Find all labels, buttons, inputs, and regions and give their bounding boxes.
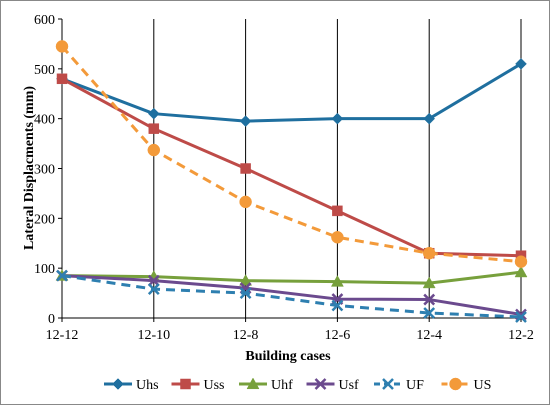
legend-marker-uf-stroke bbox=[382, 378, 394, 390]
legend: Uhs Uss Uhf Usf UF US bbox=[104, 377, 492, 393]
legend-item-uf: UF bbox=[374, 378, 424, 393]
data-point-uhs bbox=[515, 57, 527, 70]
y-tick-label: 100 bbox=[34, 262, 55, 277]
data-point-usf bbox=[423, 293, 436, 306]
data-point-uf bbox=[56, 269, 68, 282]
axes-layer bbox=[58, 18, 522, 322]
legend-label-uf: UF bbox=[406, 378, 424, 393]
data-point-uf-stroke bbox=[239, 287, 252, 299]
data-point-uhf bbox=[422, 276, 436, 289]
x-tick-label: 12-4 bbox=[416, 328, 442, 343]
series-uf bbox=[56, 269, 527, 323]
series-usf bbox=[56, 269, 527, 321]
data-point-uf-stroke bbox=[147, 283, 160, 295]
legend-item-usf: Usf bbox=[306, 378, 360, 393]
y-tick-label: 300 bbox=[34, 163, 55, 178]
y-axis-title: Lateral Displacments (mm) bbox=[22, 86, 37, 250]
series-line-uf bbox=[61, 274, 522, 319]
legend-item-uhf: Uhf bbox=[239, 377, 293, 393]
legend-marker-usf bbox=[314, 378, 327, 390]
data-point-us bbox=[422, 246, 436, 260]
series-layer bbox=[55, 40, 528, 323]
data-point-uss bbox=[240, 163, 251, 174]
data-point-uhf bbox=[239, 274, 253, 286]
data-point-uf bbox=[331, 299, 344, 312]
data-point-uhf bbox=[330, 275, 344, 287]
x-tick-label: 12-6 bbox=[325, 328, 351, 343]
y-tick-label: 400 bbox=[34, 113, 55, 128]
legend-label-us: US bbox=[474, 378, 492, 393]
y-tick-label: 0 bbox=[48, 312, 55, 327]
data-point-usf-stroke bbox=[423, 293, 436, 306]
series-line-us bbox=[60, 45, 522, 264]
y-tick-label: 200 bbox=[34, 212, 55, 227]
x-tick-label: 12-10 bbox=[137, 328, 170, 343]
data-point-uf-stroke bbox=[331, 299, 344, 312]
legend-marker-uf bbox=[382, 378, 394, 390]
data-point-uf bbox=[147, 283, 160, 295]
data-point-uf bbox=[239, 287, 252, 299]
data-point-uss bbox=[148, 123, 160, 134]
data-point-uhs bbox=[147, 107, 160, 120]
legend-marker-uhs bbox=[112, 378, 124, 390]
data-point-uf-stroke bbox=[515, 311, 527, 323]
data-point-uf-stroke bbox=[56, 269, 68, 282]
data-point-uhs bbox=[423, 112, 436, 125]
legend-item-uss: Uss bbox=[171, 378, 225, 393]
legend-marker-us bbox=[449, 377, 462, 391]
legend-label-uhs: Uhs bbox=[136, 378, 159, 393]
x-tick-label: 12-2 bbox=[508, 328, 534, 343]
x-tick-label: 12-8 bbox=[233, 328, 259, 343]
data-point-us bbox=[239, 195, 252, 209]
y-tick-label: 500 bbox=[34, 63, 55, 78]
legend-label-uss: Uss bbox=[204, 378, 225, 393]
data-point-uf bbox=[423, 307, 436, 319]
data-point-usf bbox=[147, 274, 160, 287]
data-point-uf-stroke bbox=[423, 307, 436, 319]
data-point-us bbox=[331, 231, 344, 244]
legend-marker-uhf bbox=[246, 377, 260, 390]
data-point-uf bbox=[515, 311, 527, 323]
data-point-us bbox=[147, 143, 161, 157]
data-point-us bbox=[55, 40, 69, 53]
series-us bbox=[55, 40, 528, 268]
series-line-uhs bbox=[61, 62, 522, 123]
series-line-uhf bbox=[61, 270, 522, 285]
legend-item-uhs: Uhs bbox=[104, 378, 159, 393]
data-point-usf-stroke bbox=[147, 274, 160, 287]
data-point-uhs bbox=[239, 115, 252, 128]
x-tick-label: 12-12 bbox=[46, 328, 79, 343]
x-axis-title: Building cases bbox=[245, 349, 331, 364]
legend-label-usf: Usf bbox=[339, 378, 360, 393]
data-point-us bbox=[514, 255, 528, 268]
legend-item-us: US bbox=[441, 377, 492, 393]
data-point-uss bbox=[56, 73, 68, 85]
tick-labels: 0 100 200 300 400 500 600 12-12 12-10 12-8 12-6 12-… bbox=[34, 13, 534, 343]
legend-marker-uss bbox=[180, 378, 191, 390]
data-point-uhf bbox=[514, 265, 528, 278]
y-tick-label: 600 bbox=[34, 13, 55, 28]
legend-marker-usf-stroke bbox=[314, 378, 327, 390]
data-point-uhs bbox=[331, 112, 344, 125]
legend-label-uhf: Uhf bbox=[271, 378, 293, 393]
data-point-uss bbox=[332, 205, 343, 217]
series-line-usf bbox=[61, 274, 522, 316]
